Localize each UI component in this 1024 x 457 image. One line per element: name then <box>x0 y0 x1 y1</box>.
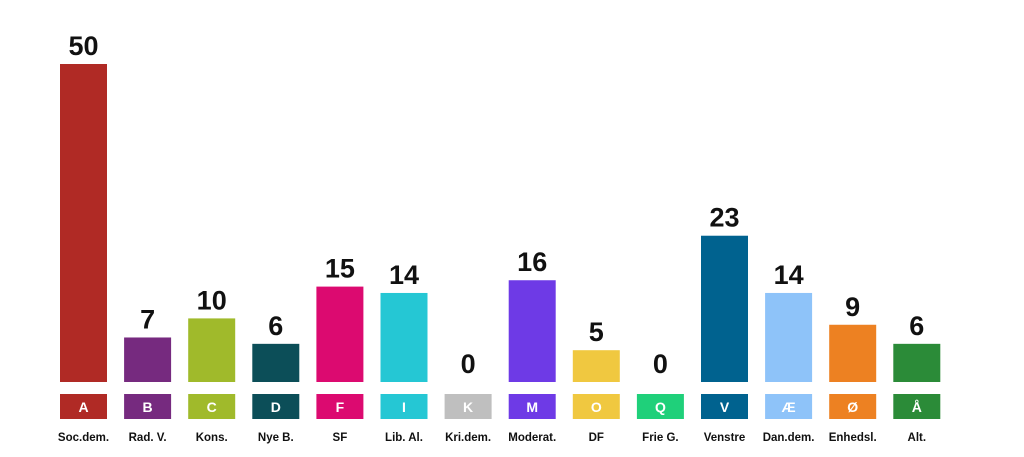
party-letter-box-8 <box>572 394 620 419</box>
party-name-4: SF <box>333 432 348 444</box>
bar-1 <box>124 337 172 382</box>
value-label-7: 16 <box>517 247 547 277</box>
party-letter-box-9 <box>636 394 684 419</box>
bar-12 <box>829 324 877 382</box>
value-label-5: 14 <box>389 260 419 290</box>
party-letter-box-2 <box>188 394 236 419</box>
party-name-9: Frie G. <box>642 432 678 444</box>
party-letter-3: D <box>271 399 281 415</box>
bar-0 <box>60 64 107 382</box>
bar-4 <box>316 286 364 382</box>
party-name-12: Enhedsl. <box>829 432 877 444</box>
bar-7 <box>508 280 556 382</box>
party-name-6: Kri.dem. <box>445 432 491 444</box>
bar-13 <box>893 343 941 382</box>
party-letter-box-4 <box>316 394 364 419</box>
party-letter-box-7 <box>508 394 556 419</box>
party-letter-5: I <box>402 399 406 415</box>
party-letter-0: A <box>78 399 88 415</box>
value-label-0: 50 <box>68 31 98 61</box>
party-letter-box-3 <box>252 394 300 419</box>
value-label-2: 10 <box>197 285 227 315</box>
party-letter-11: Æ <box>782 399 796 415</box>
value-label-9: 0 <box>653 349 668 379</box>
bar-8 <box>572 350 620 382</box>
bar-5 <box>380 292 428 382</box>
party-name-7: Moderat. <box>508 432 556 444</box>
value-label-13: 6 <box>909 311 924 341</box>
party-letter-1: B <box>143 399 153 415</box>
party-letter-box-10 <box>701 394 748 419</box>
party-name-5: Lib. Al. <box>385 432 423 444</box>
party-letter-box-11 <box>765 394 813 419</box>
value-label-11: 14 <box>774 260 804 290</box>
party-letter-13: Å <box>912 399 922 415</box>
party-letter-12: Ø <box>847 399 858 415</box>
bar-10 <box>701 235 748 382</box>
party-name-0: Soc.dem. <box>58 432 109 444</box>
party-letter-box-6 <box>444 394 492 419</box>
bar-11 <box>765 292 813 382</box>
bar-2 <box>188 318 236 382</box>
value-label-6: 0 <box>461 349 476 379</box>
party-name-3: Nye B. <box>258 432 294 444</box>
value-label-10: 23 <box>709 203 739 233</box>
value-label-4: 15 <box>325 254 355 284</box>
party-name-11: Dan.dem. <box>763 432 815 444</box>
value-label-8: 5 <box>589 317 604 347</box>
party-name-8: DF <box>589 432 604 444</box>
party-letter-box-5 <box>380 394 428 419</box>
party-letter-box-13 <box>893 394 941 419</box>
value-label-12: 9 <box>845 292 860 322</box>
bar-3 <box>252 343 300 382</box>
party-letter-box-1 <box>124 394 172 419</box>
party-letter-6: K <box>463 399 473 415</box>
party-letter-8: O <box>591 399 602 415</box>
party-letter-box-0 <box>60 394 107 419</box>
value-label-1: 7 <box>140 304 155 334</box>
party-name-1: Rad. V. <box>129 432 167 444</box>
party-letter-10: V <box>720 399 730 415</box>
value-label-3: 6 <box>268 311 283 341</box>
party-name-10: Venstre <box>704 432 746 444</box>
party-letter-4: F <box>336 399 345 415</box>
party-letter-9: Q <box>655 399 666 415</box>
party-letter-box-12 <box>829 394 877 419</box>
party-name-13: Alt. <box>908 432 927 444</box>
party-letter-7: M <box>526 399 538 415</box>
party-letter-2: C <box>207 399 217 415</box>
party-name-2: Kons. <box>196 432 228 444</box>
